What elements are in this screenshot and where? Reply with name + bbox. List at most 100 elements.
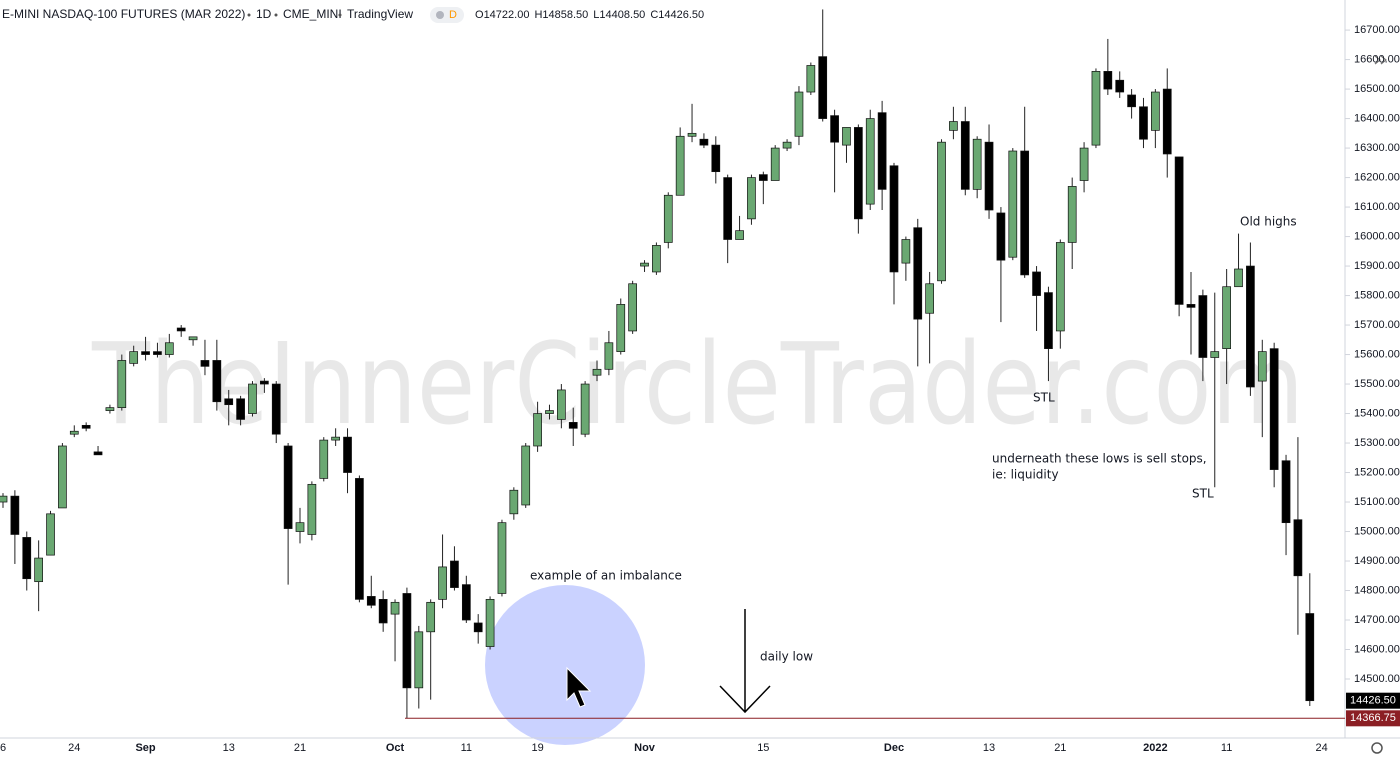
candle-body bbox=[1281, 460, 1291, 524]
ohlc-value: 14408.50 bbox=[599, 9, 645, 21]
separator bbox=[338, 13, 342, 17]
candle-body bbox=[10, 495, 20, 535]
status-badge[interactable] bbox=[430, 7, 464, 23]
candle-body bbox=[937, 141, 946, 282]
candle-body bbox=[69, 430, 79, 435]
candle-body bbox=[1139, 106, 1148, 140]
ohlc-key: C bbox=[650, 9, 658, 21]
candle-body bbox=[1020, 150, 1030, 276]
candle-body bbox=[212, 360, 222, 403]
candle-body bbox=[1257, 351, 1267, 382]
candle-body bbox=[1091, 71, 1101, 146]
candle-body bbox=[949, 121, 958, 131]
candle-body bbox=[188, 336, 198, 341]
annotation: Old highs bbox=[1240, 215, 1297, 229]
candle-body bbox=[22, 537, 32, 580]
ohlc-legend: O 14722.00 H 14858.50 L 14408.50 C 14426.50 bbox=[475, 9, 704, 21]
y-tick-label: 16600.00 bbox=[1354, 53, 1400, 65]
exchange: CME_MINI bbox=[283, 7, 342, 21]
x-tick-label: 24 bbox=[68, 742, 80, 754]
y-tick-label: 14500.00 bbox=[1354, 673, 1400, 685]
candle-body bbox=[663, 194, 673, 243]
y-tick-label: 15100.00 bbox=[1354, 496, 1400, 508]
candle-body bbox=[485, 599, 495, 647]
candle-body bbox=[331, 436, 340, 441]
x-tick-label: 6 bbox=[0, 742, 6, 754]
y-tick-label: 16200.00 bbox=[1354, 171, 1400, 183]
candle-body bbox=[545, 410, 554, 414]
y-tick-label: 15500.00 bbox=[1354, 378, 1400, 390]
candle-body bbox=[735, 230, 744, 240]
y-tick-label: 16000.00 bbox=[1354, 230, 1400, 242]
last-price-label: 14426.50 bbox=[1350, 695, 1396, 707]
candle-body bbox=[450, 560, 459, 588]
candle-body bbox=[1162, 88, 1172, 155]
y-tick-label: 15400.00 bbox=[1354, 407, 1400, 419]
candle-body bbox=[806, 65, 816, 93]
candle-body bbox=[960, 121, 970, 190]
y-tick-label: 15000.00 bbox=[1354, 525, 1400, 537]
candle-body bbox=[1305, 613, 1315, 702]
x-tick-label: 13 bbox=[223, 742, 235, 754]
y-tick-label: 16700.00 bbox=[1354, 24, 1400, 36]
candle-body bbox=[34, 557, 43, 583]
x-tick-label: 21 bbox=[294, 742, 306, 754]
candle-body bbox=[260, 380, 269, 385]
last-price-label-bg bbox=[1346, 692, 1400, 709]
collapse-button[interactable] bbox=[1369, 50, 1391, 70]
x-tick-label: 24 bbox=[1316, 742, 1328, 754]
candle-body bbox=[153, 351, 162, 355]
candle-body bbox=[1055, 242, 1065, 332]
candle-body bbox=[818, 56, 828, 119]
candle-body bbox=[141, 351, 150, 355]
ohlc-value: 14722.00 bbox=[484, 9, 530, 21]
candle-body bbox=[1044, 292, 1053, 349]
candle-body bbox=[1032, 271, 1041, 296]
candle-body bbox=[533, 413, 542, 447]
candle-body bbox=[1222, 286, 1231, 349]
separator bbox=[274, 13, 278, 17]
annotation: STL bbox=[1033, 391, 1055, 405]
x-tick-label: 19 bbox=[531, 742, 543, 754]
candle-body bbox=[164, 342, 174, 355]
x-tick-label: 21 bbox=[1054, 742, 1066, 754]
interval: 1D bbox=[256, 7, 272, 21]
candle-body bbox=[996, 212, 1006, 261]
y-tick-label: 14900.00 bbox=[1354, 555, 1400, 567]
gear-icon bbox=[1371, 742, 1383, 754]
candle-body bbox=[366, 596, 376, 606]
candle-body bbox=[438, 566, 447, 600]
candle-body bbox=[913, 227, 923, 320]
candle-body bbox=[93, 451, 103, 456]
candle-body bbox=[200, 360, 210, 367]
candle-body bbox=[675, 135, 685, 196]
x-tick-label: 11 bbox=[461, 742, 472, 754]
y-tick-label: 15900.00 bbox=[1354, 260, 1400, 272]
candle-body bbox=[568, 422, 578, 429]
x-tick-label: Oct bbox=[386, 742, 405, 754]
candle-body bbox=[1115, 79, 1125, 93]
x-tick-label: 13 bbox=[983, 742, 995, 754]
candle-body bbox=[0, 495, 8, 503]
candle-body bbox=[747, 177, 756, 220]
candle-body bbox=[1210, 351, 1220, 358]
candle-body bbox=[770, 147, 780, 181]
x-tick-label: Dec bbox=[884, 742, 904, 754]
candle-body bbox=[687, 132, 697, 137]
candle-body bbox=[1103, 71, 1113, 90]
candle-body bbox=[402, 593, 412, 689]
symbol: E-MINI NASDAQ-100 FUTURES (MAR 2022) bbox=[2, 7, 245, 21]
annotation: underneath these lows is sell stops, bbox=[992, 452, 1207, 466]
settings-button[interactable] bbox=[1371, 742, 1383, 754]
y-tick-label: 16300.00 bbox=[1354, 142, 1400, 154]
x-tick-label: Nov bbox=[634, 742, 656, 754]
x-tick-label: 11 bbox=[1221, 742, 1232, 754]
plot-area: TheInnerCircleTrader.com bbox=[0, 9, 1315, 745]
candle-body bbox=[307, 483, 317, 535]
candle-body bbox=[830, 115, 839, 143]
candle-body bbox=[426, 601, 436, 633]
candle-body bbox=[58, 445, 67, 509]
candle-body bbox=[378, 599, 388, 624]
candle-body bbox=[652, 245, 661, 273]
y-tick-label: 15300.00 bbox=[1354, 437, 1400, 449]
